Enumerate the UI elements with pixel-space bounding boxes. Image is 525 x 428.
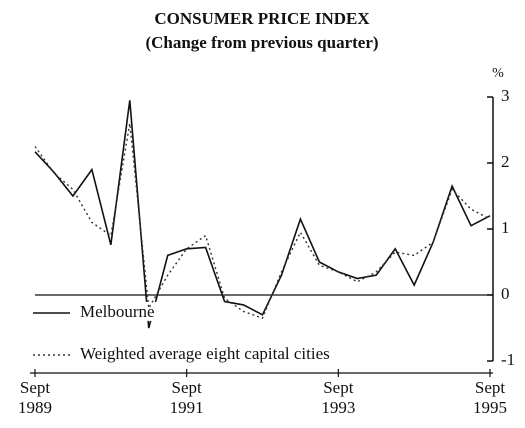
legend-label: Melbourne: [80, 302, 155, 321]
y-tick-label: 0: [501, 284, 510, 303]
chart-subtitle: (Change from previous quarter): [145, 33, 378, 52]
x-tick-label: Sept 1993: [321, 378, 355, 417]
x-tick-label: Sept 1989: [18, 378, 52, 417]
y-tick-label: 2: [501, 152, 510, 171]
y-tick-label: 3: [501, 86, 510, 105]
series-line: [34, 123, 491, 319]
y-unit: %: [492, 66, 504, 81]
legend-label: Weighted average eight capital cities: [80, 344, 330, 363]
series-line: [34, 100, 491, 329]
y-tick-label: -1: [501, 350, 515, 369]
x-tick-label: Sept 1995: [473, 378, 507, 417]
y-tick-label: 1: [501, 218, 510, 237]
chart-title: CONSUMER PRICE INDEX: [154, 9, 370, 28]
legend-bg: [77, 343, 333, 363]
x-tick-label: Sept 1991: [170, 378, 204, 417]
legend-bg: [77, 301, 158, 321]
